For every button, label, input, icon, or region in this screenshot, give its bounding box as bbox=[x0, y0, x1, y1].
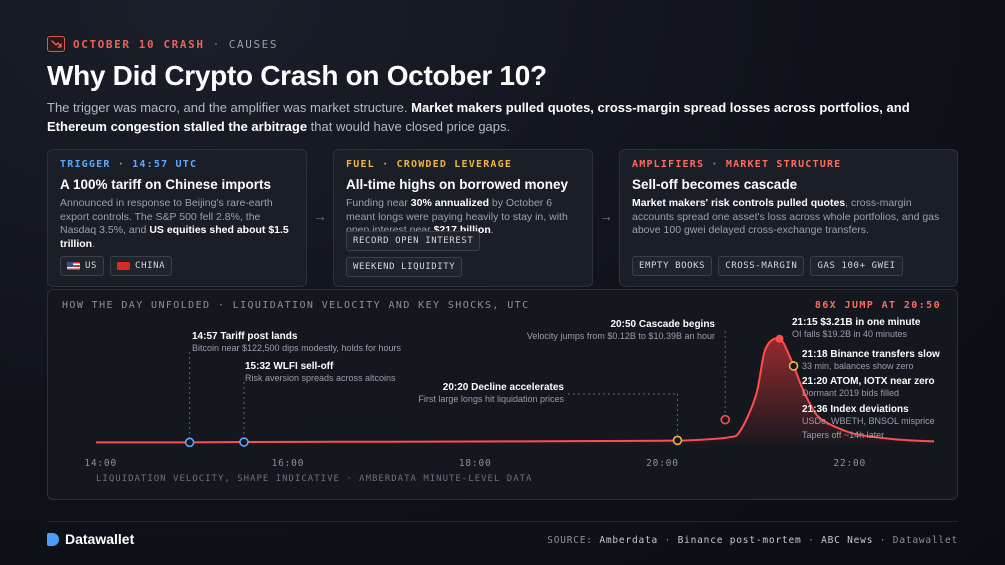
chart-footnote: LIQUIDATION VELOCITY, SHAPE INDICATIVE ·… bbox=[96, 474, 533, 484]
event-marker bbox=[672, 435, 683, 446]
source-binance: Binance post-mortem bbox=[677, 535, 802, 546]
subtitle-lead: The trigger was macro, and the amplifier… bbox=[47, 100, 412, 115]
tag-china-label: CHINA bbox=[135, 261, 166, 271]
chart-jump-label: 86X JUMP AT 20:50 bbox=[814, 300, 941, 311]
amplifiers-heading: Sell-off becomes cascade bbox=[632, 177, 798, 192]
event-guides bbox=[189, 331, 726, 438]
event-subtitle: USDe, WBETH, BNSOL misprice bbox=[802, 416, 935, 426]
x-tick-label: 20:00 bbox=[646, 458, 679, 469]
kicker-main: OCTOBER 10 CRASH bbox=[73, 37, 205, 51]
event-subtitle: 33 min, balances show zero bbox=[802, 361, 914, 371]
tag-us-label: US bbox=[85, 261, 98, 271]
x-tick-label: 18:00 bbox=[459, 458, 492, 469]
event-subtitle: Velocity jumps from $0.12B to $10.39B an… bbox=[527, 331, 715, 341]
tag-empty-books: EMPTY BOOKS bbox=[632, 256, 713, 276]
event-title: 20:50 Cascade begins bbox=[611, 319, 716, 330]
arrow-right-icon: → bbox=[313, 208, 327, 224]
arrow-right-icon: → bbox=[599, 208, 613, 224]
event-marker bbox=[239, 437, 249, 447]
trigger-body-b: US equities shed about $1.5 trillion bbox=[60, 224, 289, 250]
tag-cross-margin: CROSS-MARGIN bbox=[718, 256, 805, 276]
taper-note: Tapers off ~14h later bbox=[802, 430, 884, 440]
liquidation-line bbox=[95, 337, 935, 444]
x-axis-ticks: 14:00 16:00 18:00 20:00 22:00 bbox=[84, 458, 866, 469]
x-tick-label: 16:00 bbox=[272, 458, 305, 469]
amplifiers-body: Market makers' risk controls pulled quot… bbox=[632, 197, 945, 238]
event-title: 20:20 Decline accelerates bbox=[443, 382, 565, 393]
trigger-label: TRIGGER · 14:57 UTC bbox=[60, 159, 198, 170]
tag-china: CHINA bbox=[110, 256, 173, 276]
chart-title: HOW THE DAY UNFOLDED · LIQUIDATION VELOC… bbox=[62, 300, 530, 311]
brand: Datawallet bbox=[47, 531, 134, 547]
fuel-label: FUEL · CROWDED LEVERAGE bbox=[346, 159, 513, 170]
event-marker bbox=[775, 334, 784, 343]
source-amberdata: Amberdata bbox=[599, 535, 659, 546]
us-flag-icon bbox=[67, 262, 80, 270]
page-subtitle: The trigger was macro, and the amplifier… bbox=[47, 98, 947, 136]
tag-record-open-interest: RECORD OPEN INTEREST bbox=[346, 231, 481, 251]
source-abc: ABC News bbox=[821, 535, 874, 546]
tag-us: US bbox=[60, 256, 105, 276]
amplifiers-card: AMPLIFIERS · MARKET STRUCTURE Sell-off b… bbox=[619, 149, 958, 287]
event-subtitle: First large longs hit liquidation prices bbox=[418, 394, 564, 404]
source-label: SOURCE: bbox=[547, 535, 593, 546]
subtitle-highlight: Market makers pulled quotes, cross-margi… bbox=[47, 100, 910, 134]
x-tick-label: 22:00 bbox=[833, 458, 866, 469]
event-subtitle: Bitcoin near $122,500 dips modestly, hol… bbox=[192, 343, 401, 353]
datawallet-logo-icon bbox=[47, 532, 59, 546]
amplifiers-body-b: , cross-margin accounts spread one asset… bbox=[632, 197, 940, 236]
subtitle-tail: that would have closed price gaps. bbox=[307, 119, 511, 134]
event-marker bbox=[788, 361, 799, 371]
trigger-body: Announced in response to Beijing's rare-… bbox=[60, 197, 294, 251]
fuel-body-a: Funding near bbox=[346, 197, 411, 209]
event-title: 15:32 WLFI sell-off bbox=[245, 361, 334, 372]
event-markers bbox=[184, 334, 799, 448]
event-title: 21:18 Binance transfers slow bbox=[802, 349, 940, 360]
trigger-heading: A 100% tariff on Chinese imports bbox=[60, 177, 272, 192]
source-datawallet: Datawallet bbox=[892, 535, 958, 546]
footer-divider bbox=[47, 521, 958, 522]
kicker-separator: · bbox=[212, 37, 221, 51]
trigger-body-c: . bbox=[92, 237, 96, 250]
event-title: 21:15 $3.21B in one minute bbox=[792, 317, 921, 328]
brand-name: Datawallet bbox=[65, 531, 135, 547]
event-subtitle: Dormant 2019 bids filled bbox=[802, 388, 899, 398]
event-marker bbox=[720, 414, 731, 425]
event-subtitle: Risk aversion spreads across altcoins bbox=[245, 373, 396, 383]
page-title: Why Did Crypto Crash on October 10? bbox=[47, 60, 547, 91]
amplifiers-label: AMPLIFIERS · MARKET STRUCTURE bbox=[632, 159, 842, 170]
trend-down-icon bbox=[47, 36, 65, 52]
fuel-heading: All-time highs on borrowed money bbox=[346, 177, 569, 192]
x-tick-label: 14:00 bbox=[84, 458, 117, 469]
tag-weekend-liquidity: WEEKEND LIQUIDITY bbox=[346, 257, 463, 277]
event-title: 21:20 ATOM, IOTX near zero bbox=[802, 376, 935, 387]
trigger-body-a: Announced in response to Beijing's rare-… bbox=[60, 197, 273, 236]
fuel-body-e: . bbox=[490, 224, 494, 236]
amplifiers-body-a: Market makers' risk controls pulled quot… bbox=[632, 197, 846, 209]
fuel-body-b: 30% annualized bbox=[410, 197, 489, 209]
kicker: OCTOBER 10 CRASH · CAUSES bbox=[47, 36, 278, 52]
event-title: 21:36 Index deviations bbox=[802, 404, 909, 415]
event-marker bbox=[184, 437, 195, 448]
event-subtitle: OI falls $19.2B in 40 minutes bbox=[792, 329, 908, 339]
fuel-card: FUEL · CROWDED LEVERAGE All-time highs o… bbox=[333, 149, 593, 287]
trigger-card: TRIGGER · 14:57 UTC A 100% tariff on Chi… bbox=[47, 149, 307, 287]
china-flag-icon bbox=[117, 262, 131, 270]
sources: SOURCE: Amberdata · Binance post-mortem … bbox=[547, 535, 958, 546]
event-title: 14:57 Tariff post lands bbox=[192, 331, 298, 342]
tag-gas: GAS 100+ GWEI bbox=[810, 256, 903, 276]
kicker-sub: CAUSES bbox=[228, 37, 279, 51]
